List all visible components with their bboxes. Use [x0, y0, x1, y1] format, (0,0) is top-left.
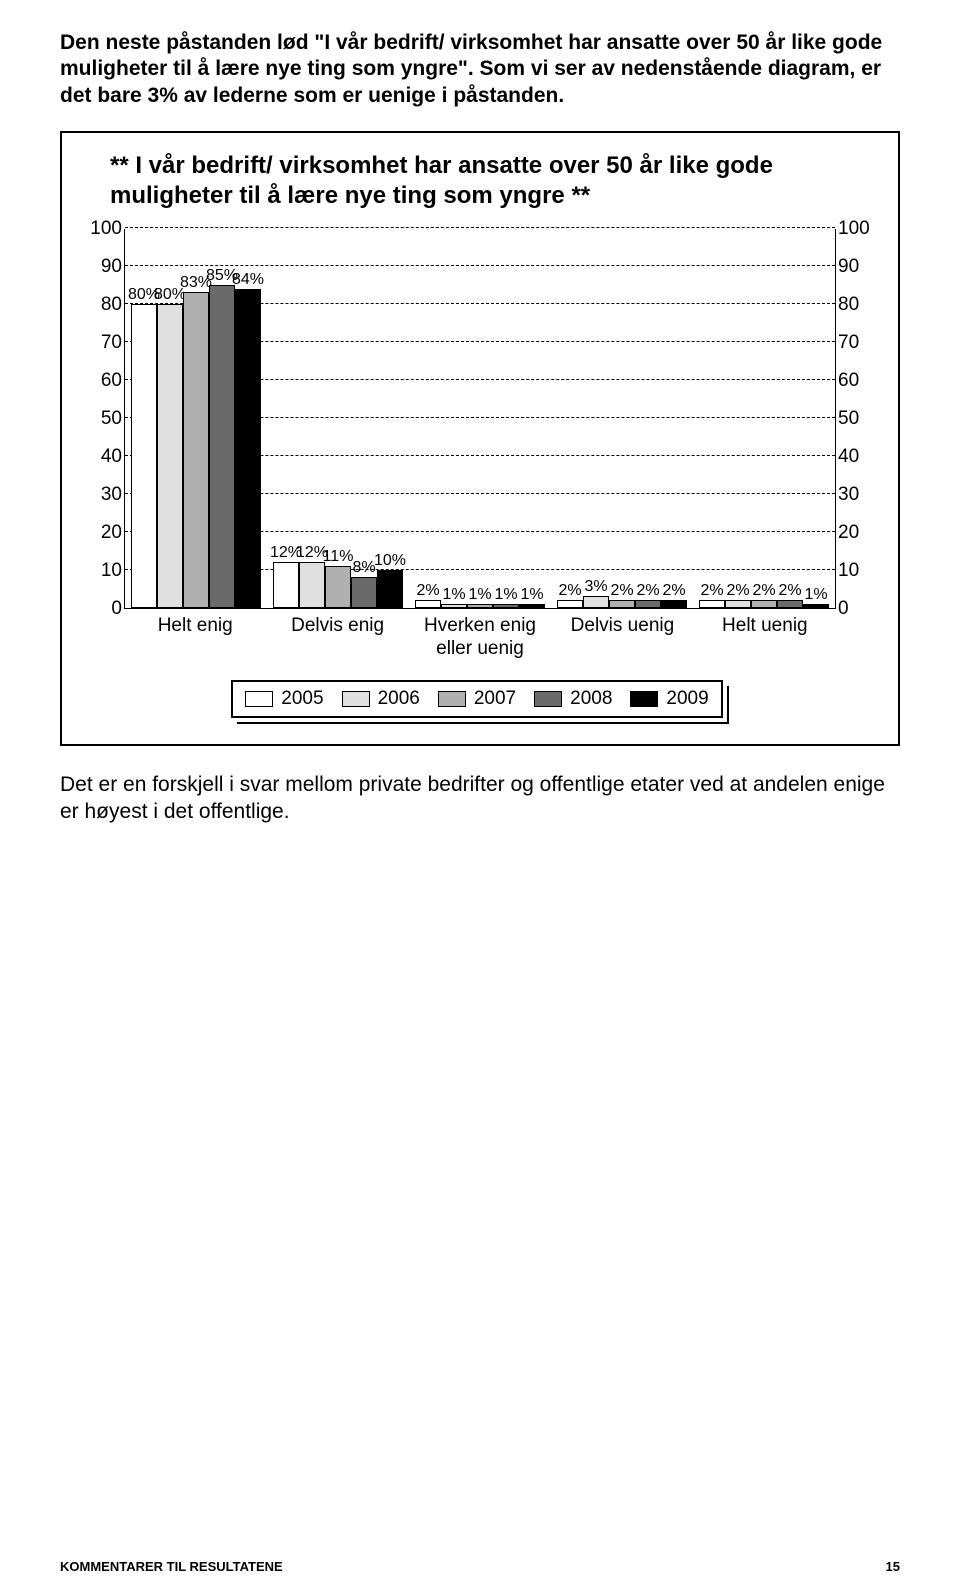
bar-value-label: 2% [558, 582, 581, 600]
legend-item: 2006 [342, 688, 420, 710]
outro-paragraph: Det er en forskjell i svar mellom privat… [60, 772, 900, 825]
bar: 2% [557, 600, 583, 608]
bar-value-label: 2% [636, 582, 659, 600]
bar: 2% [751, 600, 777, 608]
bar-group: 80%80%83%85%84% [125, 229, 267, 608]
bar: 2% [635, 600, 661, 608]
bar-value-label: 1% [520, 586, 543, 604]
bar-value-label: 2% [726, 582, 749, 600]
bar-value-label: 1% [442, 586, 465, 604]
page-footer: KOMMENTARER TIL RESULTATENE 15 [60, 1559, 900, 1574]
bar-group: 2%1%1%1%1% [409, 229, 551, 608]
footer-page-number: 15 [886, 1559, 900, 1574]
bar-value-label: 2% [752, 582, 775, 600]
legend-swatch [534, 691, 562, 707]
bar: 3% [583, 596, 609, 607]
bar-value-label: 1% [468, 586, 491, 604]
bar: 10% [377, 570, 403, 608]
bar-value-label: 2% [778, 582, 801, 600]
bar: 2% [777, 600, 803, 608]
bar: 8% [351, 577, 377, 607]
bar: 2% [661, 600, 687, 608]
bar-groups: 80%80%83%85%84%12%12%11%8%10%2%1%1%1%1%2… [125, 229, 835, 608]
category-label: Delvis enig [266, 615, 408, 661]
legend: 2005 2006 2007 2008 2009 [231, 680, 728, 724]
bar: 2% [609, 600, 635, 608]
bar: 2% [415, 600, 441, 608]
bar: 1% [803, 604, 829, 608]
bar: 11% [325, 566, 351, 608]
legend-item: 2008 [534, 688, 612, 710]
bar-value-label: 10% [374, 552, 406, 570]
bar-group: 12%12%11%8%10% [267, 229, 409, 608]
chart-plot-area: 1009080706050403020100 80%80%83%85%84%12… [82, 229, 878, 609]
chart-plot: 80%80%83%85%84%12%12%11%8%10%2%1%1%1%1%2… [124, 229, 836, 609]
chart-title: ** I vår bedrift/ virksomhet har ansatte… [110, 151, 868, 211]
chart-container: ** I vår bedrift/ virksomhet har ansatte… [60, 131, 900, 747]
legend-item: 2007 [438, 688, 516, 710]
bar-value-label: 84% [232, 271, 264, 289]
category-label: Helt uenig [694, 615, 836, 661]
bar-value-label: 11% [323, 548, 354, 566]
bar-value-label: 2% [416, 582, 439, 600]
legend-swatch [438, 691, 466, 707]
bar-value-label: 2% [700, 582, 723, 600]
bar: 85% [209, 285, 235, 608]
bar-value-label: 8% [352, 559, 375, 577]
legend-item: 2005 [245, 688, 323, 710]
bar: 1% [519, 604, 545, 608]
footer-section-title: KOMMENTARER TIL RESULTATENE [60, 1559, 283, 1574]
legend-swatch [245, 691, 273, 707]
y-axis-right: 1009080706050403020100 [836, 229, 878, 609]
bar: 80% [157, 304, 183, 608]
bar-group: 2%3%2%2%2% [551, 229, 693, 608]
bar: 12% [273, 562, 299, 608]
y-axis-left: 1009080706050403020100 [82, 229, 124, 609]
bar-value-label: 2% [610, 582, 633, 600]
bar-value-label: 3% [584, 578, 607, 596]
category-label: Helt enig [124, 615, 266, 661]
category-label: Hverken enig eller uenig [409, 615, 551, 661]
bar: 1% [441, 604, 467, 608]
bar: 12% [299, 562, 325, 608]
bar: 1% [493, 604, 519, 608]
legend-swatch [630, 691, 658, 707]
bar-value-label: 1% [494, 586, 517, 604]
bar: 84% [235, 289, 261, 608]
bar-group: 2%2%2%2%1% [693, 229, 835, 608]
bar: 1% [467, 604, 493, 608]
legend-label: 2009 [666, 688, 708, 710]
bar: 80% [131, 304, 157, 608]
bar: 2% [725, 600, 751, 608]
legend-label: 2007 [474, 688, 516, 710]
legend-label: 2008 [570, 688, 612, 710]
category-labels: Helt enigDelvis enigHverken enig eller u… [124, 615, 836, 661]
intro-paragraph: Den neste påstanden lød "I vår bedrift/ … [60, 30, 900, 109]
bar-value-label: 2% [662, 582, 685, 600]
legend-item: 2009 [630, 688, 708, 710]
legend-label: 2006 [378, 688, 420, 710]
legend-swatch [342, 691, 370, 707]
bar: 83% [183, 292, 209, 607]
category-label: Delvis uenig [551, 615, 693, 661]
bar-value-label: 1% [804, 586, 827, 604]
legend-label: 2005 [281, 688, 323, 710]
bar: 2% [699, 600, 725, 608]
